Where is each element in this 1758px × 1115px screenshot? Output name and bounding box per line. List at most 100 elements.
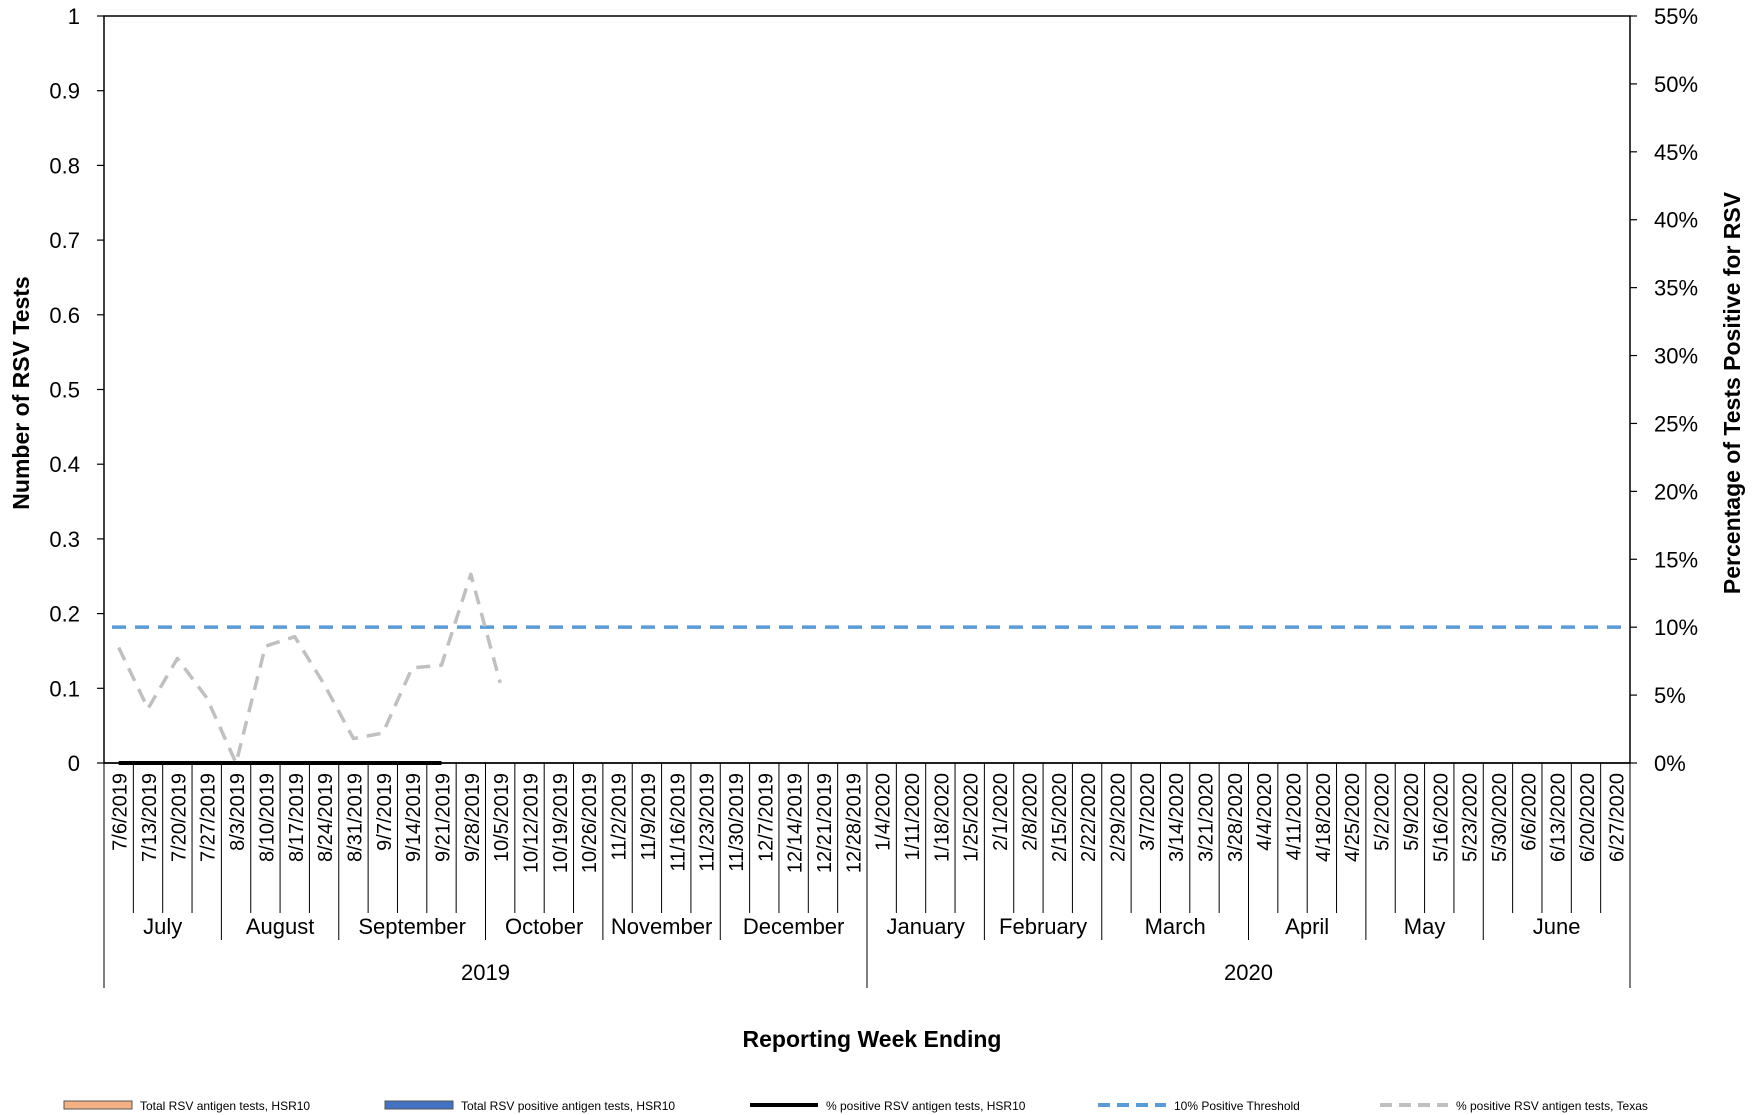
- week-label: 8/3/2019: [227, 773, 249, 851]
- week-label: 7/13/2019: [139, 773, 161, 862]
- month-label: May: [1404, 914, 1446, 939]
- week-label: 11/30/2019: [726, 773, 748, 872]
- plot-border: [103, 15, 1631, 764]
- week-label: 9/28/2019: [462, 773, 484, 862]
- right-tick-label: 5%: [1654, 683, 1686, 708]
- week-label: 12/28/2019: [843, 773, 865, 873]
- month-label: April: [1285, 914, 1329, 939]
- series-layer: [112, 572, 1624, 765]
- month-label: June: [1533, 914, 1581, 939]
- left-tick-label: 0.3: [49, 527, 80, 552]
- week-label: 8/31/2019: [344, 773, 366, 862]
- right-tick-label: 15%: [1654, 547, 1698, 572]
- week-label: 2/8/2020: [1019, 773, 1041, 851]
- week-label: 2/22/2020: [1078, 773, 1100, 862]
- week-label: 4/4/2020: [1254, 773, 1276, 851]
- week-label: 7/6/2019: [110, 773, 132, 851]
- week-label: 5/16/2020: [1430, 773, 1452, 862]
- week-label: 2/29/2020: [1107, 773, 1129, 862]
- week-label: 3/14/2020: [1166, 773, 1188, 862]
- right-axis: 0% 5% 10% 15% 20% 25% 30% 35% 40% 45% 50% 55%: [1630, 4, 1698, 776]
- left-tick-label: 0.2: [49, 602, 80, 627]
- month-label: October: [505, 914, 583, 939]
- week-label: 10/26/2019: [579, 773, 601, 873]
- week-label: 6/27/2020: [1606, 773, 1628, 862]
- week-label: 11/16/2019: [667, 773, 689, 872]
- week-label: 7/20/2019: [168, 773, 190, 862]
- left-tick-label: 1: [68, 4, 80, 29]
- week-label: 8/17/2019: [286, 773, 308, 862]
- week-label: 2/15/2020: [1049, 773, 1071, 862]
- right-tick-label: 40%: [1654, 208, 1698, 233]
- week-label: 1/25/2020: [961, 773, 983, 862]
- week-label: 6/6/2020: [1518, 773, 1540, 851]
- y-axis-label-right: Percentage of Tests Positive for RSV: [1719, 191, 1745, 594]
- week-label: 3/7/2020: [1137, 773, 1159, 851]
- legend-label: Total RSV antigen tests, HSR10: [140, 1099, 310, 1113]
- week-label: 6/20/2020: [1577, 773, 1599, 862]
- year-label: 2020: [1224, 960, 1273, 985]
- week-label: 6/13/2020: [1548, 773, 1570, 862]
- month-label: September: [358, 914, 466, 939]
- week-label: 5/9/2020: [1401, 773, 1423, 851]
- left-tick-label: 0.4: [49, 452, 80, 477]
- month-label: July: [143, 914, 182, 939]
- legend-label: % positive RSV antigen tests, Texas: [1456, 1099, 1648, 1113]
- left-tick-label: 0.6: [49, 303, 80, 328]
- week-label: 4/25/2020: [1342, 773, 1364, 862]
- week-label: 12/21/2019: [814, 773, 836, 873]
- left-tick-label: 0.9: [49, 79, 80, 104]
- legend-swatch: [384, 1100, 454, 1110]
- series-line-4: [117, 572, 502, 765]
- week-label: 10/19/2019: [550, 773, 572, 873]
- week-label: 1/18/2020: [931, 773, 953, 862]
- week-label: 8/24/2019: [315, 773, 337, 862]
- right-tick-label: 30%: [1654, 344, 1698, 369]
- left-tick-label: 0.1: [49, 676, 80, 701]
- week-label: 10/5/2019: [491, 773, 513, 862]
- legend-label: Total RSV positive antigen tests, HSR10: [461, 1099, 675, 1113]
- left-axis: 0 0.1 0.2 0.3 0.4 0.5 0.6 0.7 0.8 0.9 1: [49, 4, 104, 776]
- month-label: March: [1145, 914, 1206, 939]
- week-label: 12/7/2019: [755, 773, 777, 862]
- right-tick-label: 0%: [1654, 751, 1686, 776]
- month-label: February: [999, 914, 1087, 939]
- month-label: November: [611, 914, 712, 939]
- legend-label: 10% Positive Threshold: [1174, 1099, 1300, 1113]
- week-label: 11/23/2019: [697, 773, 719, 872]
- legend-swatch: [63, 1100, 133, 1110]
- legend-label: % positive RSV antigen tests, HSR10: [826, 1099, 1026, 1113]
- week-label: 7/27/2019: [198, 773, 220, 862]
- right-tick-label: 10%: [1654, 615, 1698, 640]
- week-label: 3/21/2020: [1195, 773, 1217, 862]
- week-label: 5/23/2020: [1460, 773, 1482, 862]
- week-label: 12/14/2019: [785, 773, 807, 873]
- x-axis-label: Reporting Week Ending: [743, 1026, 1002, 1052]
- week-label: 4/18/2020: [1313, 773, 1335, 862]
- week-label: 1/4/2020: [873, 773, 895, 851]
- right-tick-label: 50%: [1654, 72, 1698, 97]
- right-tick-label: 35%: [1654, 276, 1698, 301]
- week-label: 9/7/2019: [374, 773, 396, 851]
- left-tick-label: 0: [68, 751, 80, 776]
- week-label: 9/14/2019: [403, 773, 425, 862]
- week-label: 8/10/2019: [256, 773, 278, 862]
- week-label: 4/11/2020: [1284, 773, 1306, 861]
- right-tick-label: 45%: [1654, 140, 1698, 165]
- left-tick-label: 0.5: [49, 378, 80, 403]
- month-label: January: [887, 914, 965, 939]
- right-tick-label: 55%: [1654, 4, 1698, 29]
- y-axis-label-left: Number of RSV Tests: [8, 276, 34, 509]
- week-label: 2/1/2020: [990, 773, 1012, 851]
- left-tick-label: 0.7: [49, 228, 80, 253]
- week-label: 1/11/2020: [902, 773, 924, 861]
- week-label: 11/9/2019: [638, 773, 660, 861]
- week-label: 10/12/2019: [521, 773, 543, 873]
- legend: Total RSV antigen tests, HSR10 Total RSV …: [63, 1099, 1648, 1113]
- right-tick-label: 25%: [1654, 411, 1698, 436]
- x-axis: 7/6/2019 7/13/2019 7/20/2019 7/27/2019 8/3/2…: [103, 762, 1631, 988]
- left-tick-label: 0.8: [49, 153, 80, 178]
- week-label: 11/2/2019: [609, 773, 631, 861]
- right-tick-label: 20%: [1654, 479, 1698, 504]
